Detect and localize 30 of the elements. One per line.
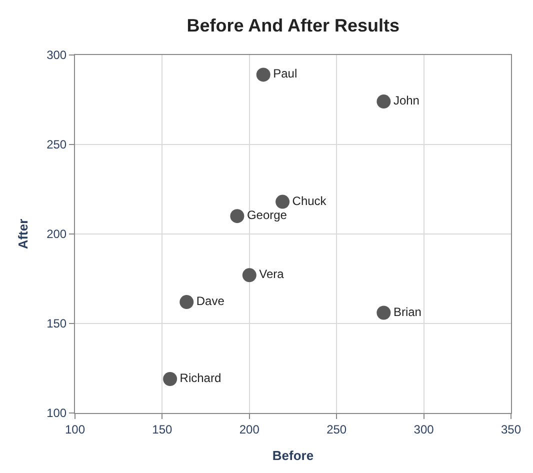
- x-tick-label: 300: [414, 422, 434, 436]
- data-label: John: [393, 94, 420, 108]
- y-tick-label: 250: [46, 138, 67, 152]
- x-tick-label: 200: [239, 422, 260, 436]
- x-tick-label: 250: [326, 422, 347, 436]
- data-label: Chuck: [292, 194, 328, 208]
- y-tick-label: 300: [46, 48, 67, 62]
- point: [376, 306, 391, 320]
- point: [276, 194, 290, 209]
- x-axis-title: Before: [272, 448, 314, 463]
- point: [230, 209, 244, 224]
- data-label: Vera: [259, 267, 284, 282]
- y-axis-title: After: [16, 218, 31, 250]
- y-tick-label: 150: [46, 316, 67, 331]
- point: [256, 68, 270, 82]
- chart-title: Before And After Results: [186, 16, 400, 36]
- data-label: Paul: [273, 66, 298, 81]
- point: [163, 372, 178, 386]
- data-label: Richard: [180, 370, 222, 385]
- data-label: Dave: [196, 294, 225, 308]
- y-tick-label: 100: [46, 406, 67, 420]
- x-tick-label: 350: [500, 422, 522, 436]
- x-tick-label: 100: [64, 422, 86, 436]
- x-tick-label: 150: [152, 422, 173, 436]
- point: [180, 295, 194, 310]
- data-label: George: [246, 208, 288, 222]
- point: [376, 94, 391, 109]
- point: [242, 268, 256, 282]
- y-tick-label: 200: [46, 227, 67, 242]
- data-label: Brian: [393, 304, 422, 319]
